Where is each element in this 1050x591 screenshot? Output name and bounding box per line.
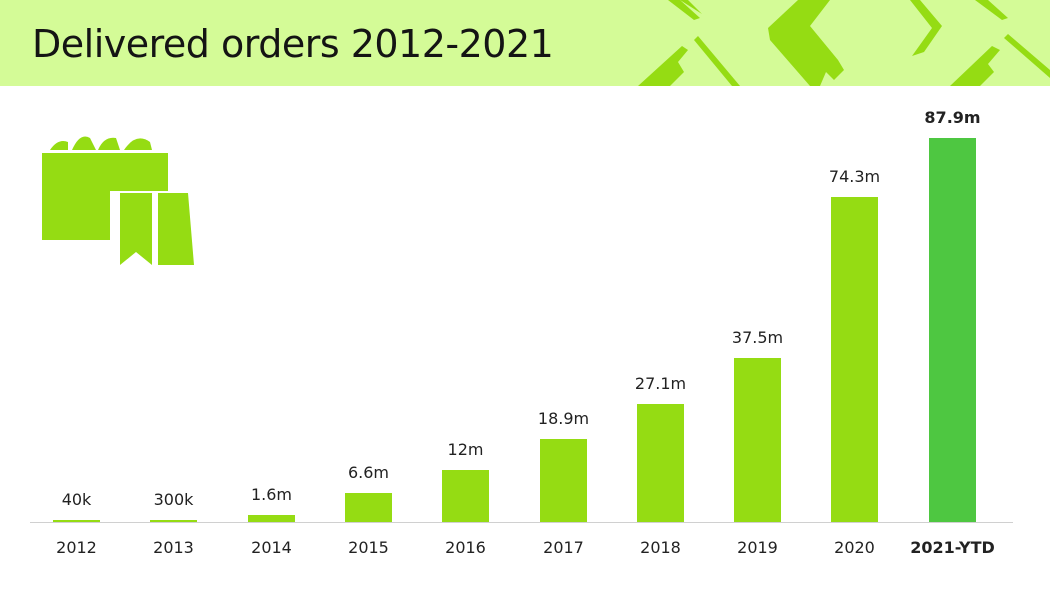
bar-2018 (637, 404, 684, 522)
x-tick-label: 2021-YTD (910, 538, 995, 557)
page-title: Delivered orders 2012-2021 (32, 22, 554, 66)
bar-2014 (248, 515, 295, 522)
x-tick-label: 2014 (251, 538, 292, 557)
bar-2019 (734, 358, 781, 522)
value-label: 18.9m (537, 409, 590, 428)
value-label: 6.6m (347, 463, 390, 482)
value-label: 74.3m (828, 167, 881, 186)
shopping-bags-icon (42, 136, 194, 265)
bar-2017 (540, 439, 587, 522)
x-tick-label: 2017 (543, 538, 584, 557)
x-tick-label: 2020 (834, 538, 875, 557)
header-banner: Delivered orders 2012-2021 (0, 0, 1050, 86)
value-label: 12m (447, 440, 484, 459)
value-label: 1.6m (250, 485, 293, 504)
value-label: 40k (61, 490, 92, 509)
x-axis-line (30, 522, 1013, 523)
bar-2020 (831, 197, 878, 522)
value-label: 37.5m (731, 328, 784, 347)
bar-2012 (53, 520, 100, 522)
bar-2016 (442, 470, 489, 522)
x-tick-label: 2015 (348, 538, 389, 557)
x-tick-label: 2012 (56, 538, 97, 557)
bar-2021-YTD (929, 138, 976, 522)
x-tick-label: 2013 (153, 538, 194, 557)
bar-2013 (150, 520, 197, 522)
bar-2015 (345, 493, 392, 522)
value-label: 300k (153, 490, 194, 509)
x-tick-label: 2019 (737, 538, 778, 557)
decorative-brush-pattern-icon (638, 0, 1050, 86)
value-label: 87.9m (924, 108, 981, 127)
x-tick-label: 2018 (640, 538, 681, 557)
x-tick-label: 2016 (445, 538, 486, 557)
value-label: 27.1m (634, 374, 687, 393)
